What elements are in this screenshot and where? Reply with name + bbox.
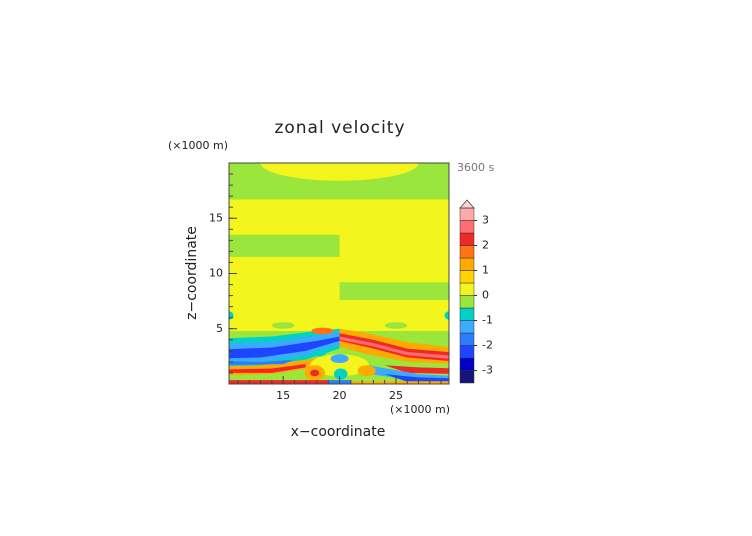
colorbar-box (459, 207, 475, 221)
y-axis-label: z−coordinate (184, 226, 200, 320)
field (229, 163, 449, 384)
time-label: 3600 s (457, 161, 494, 174)
y-tick-label: 5 (216, 322, 223, 335)
contour-region (271, 322, 295, 329)
contour-region (229, 380, 329, 384)
colorbar-box (459, 245, 475, 259)
contour-region (310, 369, 320, 377)
contour-region (384, 365, 449, 374)
contour-region (384, 322, 408, 329)
contour-region (357, 365, 376, 377)
colorbar-box (459, 282, 475, 296)
colorbar-box (459, 320, 475, 334)
colorbar-extend (459, 199, 475, 209)
chart-title: zonal velocity (274, 118, 405, 138)
y-tick-label: 15 (209, 211, 223, 224)
contour-region (310, 354, 369, 377)
contour-region (339, 282, 449, 300)
x-tick-label: 25 (389, 389, 403, 402)
colorbar-box (459, 232, 475, 246)
contour-region (229, 234, 340, 257)
contour-region (339, 336, 449, 359)
contour-region (229, 163, 449, 384)
contour-region (229, 336, 340, 359)
colorbar-tick-label: 1 (482, 264, 489, 277)
x-tick-label: 15 (276, 389, 290, 402)
colorbar-box (459, 345, 475, 359)
contour-region (260, 163, 419, 181)
colorbar-tick-label: -3 (482, 364, 493, 377)
colorbar-box (459, 295, 475, 309)
contour-region (384, 374, 449, 383)
colorbar-box (459, 307, 475, 321)
colorbar-box (459, 357, 475, 371)
axes: 15 20 25 5 10 15 -3 -2 -1 0 1 2 3 (209, 162, 493, 402)
colorbar-tick-label: 2 (482, 239, 489, 252)
contour-region (444, 311, 449, 320)
colorbar-tick-label: 3 (482, 214, 489, 227)
x-axis-label: x−coordinate (291, 424, 386, 440)
x-unit: (×1000 m) (390, 403, 450, 416)
colorbar-tick-label: 0 (482, 289, 489, 302)
colorbar-box (459, 257, 475, 271)
y-unit: (×1000 m) (168, 139, 228, 152)
colorbar-box (459, 220, 475, 234)
contour-region (330, 354, 349, 364)
contour-region (229, 359, 295, 366)
contour-region (229, 311, 234, 320)
contour-region (311, 327, 334, 335)
x-tick-label: 20 (333, 389, 347, 402)
colorbar-box (459, 270, 475, 284)
colorbar-box (459, 332, 475, 346)
contour-region (350, 381, 449, 384)
y-tick-label: 10 (209, 267, 223, 280)
contour-region (333, 368, 348, 380)
contour-region (229, 364, 306, 373)
colorbar-tick-label: -2 (482, 339, 493, 352)
colorbar-tick-label: -1 (482, 314, 493, 327)
contour-region (312, 349, 327, 357)
colorbar-box (459, 370, 475, 384)
contour-region (339, 355, 449, 382)
